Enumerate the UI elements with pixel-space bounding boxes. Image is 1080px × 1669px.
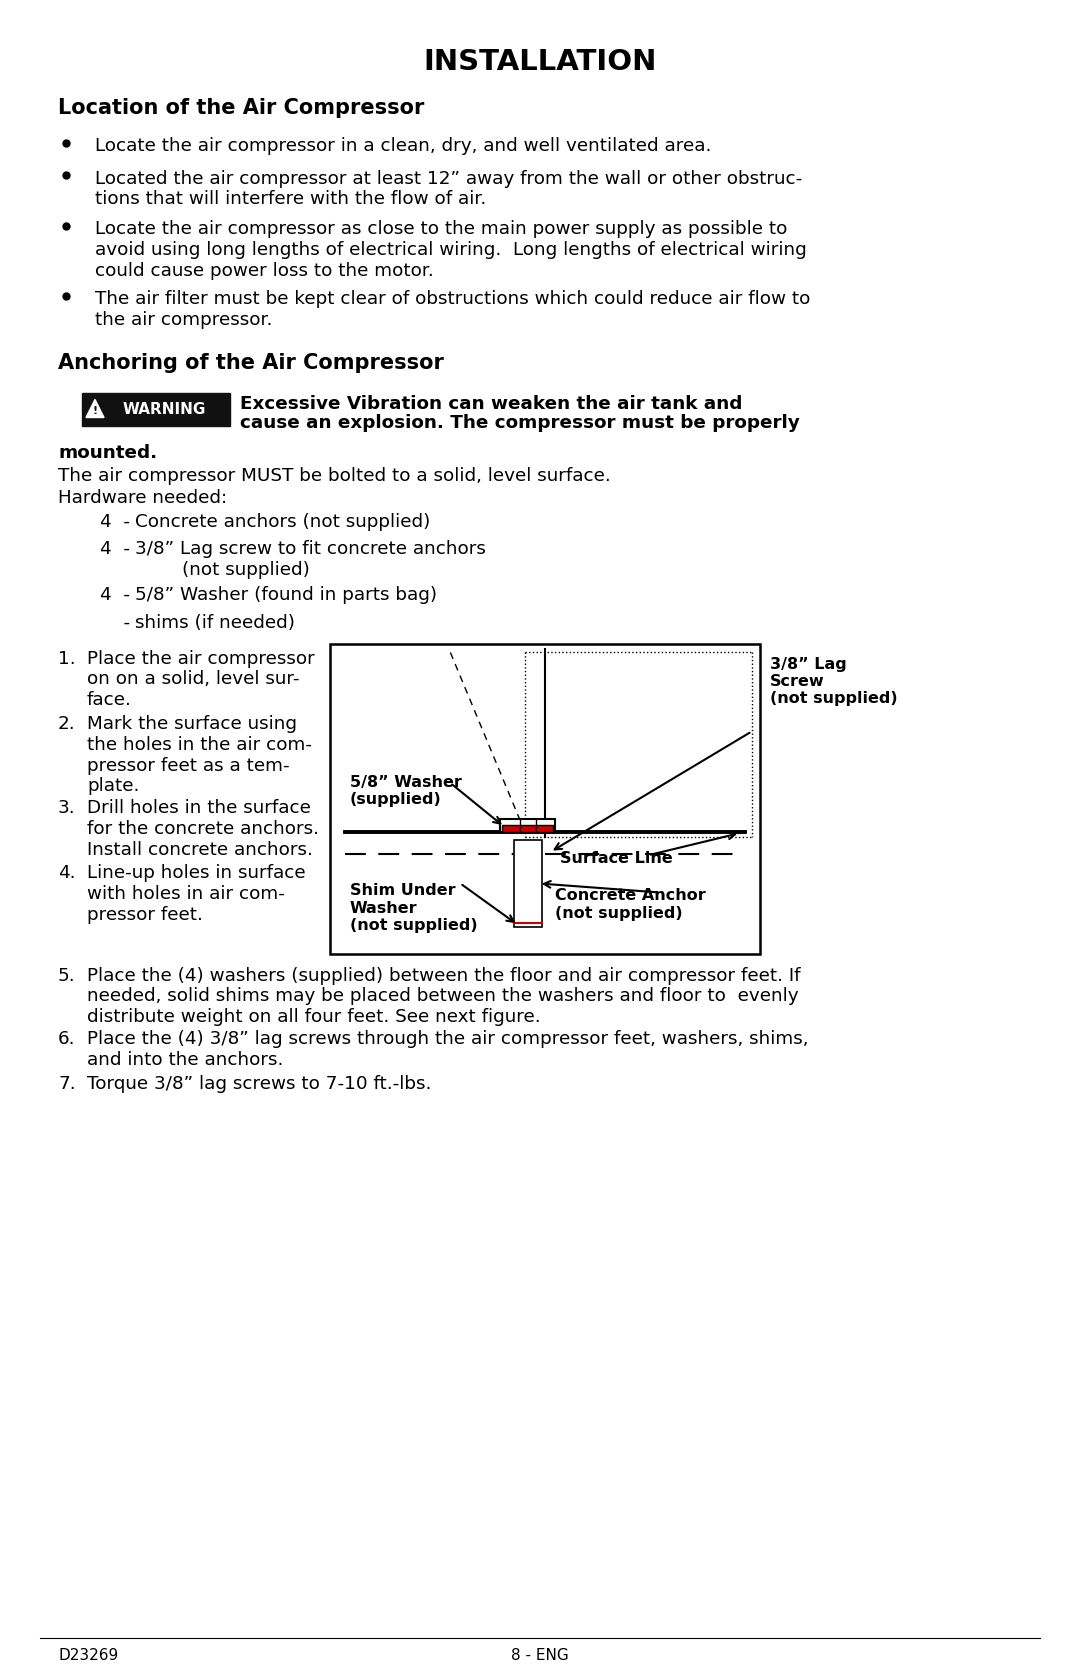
Text: 5/8” Washer
(supplied): 5/8” Washer (supplied) xyxy=(350,774,462,808)
Text: -: - xyxy=(100,614,130,633)
Text: 1.: 1. xyxy=(58,649,76,668)
Text: Hardware needed:: Hardware needed: xyxy=(58,489,227,507)
Polygon shape xyxy=(86,399,104,417)
Bar xyxy=(514,840,542,926)
Text: 5/8” Washer (found in parts bag): 5/8” Washer (found in parts bag) xyxy=(135,586,437,604)
Text: Concrete Anchor
(not supplied): Concrete Anchor (not supplied) xyxy=(555,888,705,921)
Text: WARNING: WARNING xyxy=(122,402,205,417)
Text: 3.: 3. xyxy=(58,799,76,818)
Text: D23269: D23269 xyxy=(58,1647,118,1662)
Text: 4  -: 4 - xyxy=(100,586,130,604)
Text: INSTALLATION: INSTALLATION xyxy=(423,48,657,77)
Text: Surface Line: Surface Line xyxy=(561,851,673,866)
Text: 6.: 6. xyxy=(58,1030,76,1048)
Text: Anchoring of the Air Compressor: Anchoring of the Air Compressor xyxy=(58,354,444,372)
Text: Place the air compressor
on on a solid, level sur-
face.: Place the air compressor on on a solid, … xyxy=(87,649,314,709)
Text: Excessive Vibration can weaken the air tank and: Excessive Vibration can weaken the air t… xyxy=(240,396,742,412)
Text: Concrete anchors (not supplied): Concrete anchors (not supplied) xyxy=(135,512,430,531)
Text: 3/8” Lag
Screw
(not supplied): 3/8” Lag Screw (not supplied) xyxy=(770,656,897,706)
Text: 8 - ENG: 8 - ENG xyxy=(511,1647,569,1662)
Text: 7.: 7. xyxy=(58,1075,76,1093)
Text: mounted.: mounted. xyxy=(58,444,157,462)
Text: 4.: 4. xyxy=(58,865,76,883)
Bar xyxy=(330,644,760,955)
Text: Shim Under
Washer
(not supplied): Shim Under Washer (not supplied) xyxy=(350,883,477,933)
Text: 3/8” Lag screw to fit concrete anchors
        (not supplied): 3/8” Lag screw to fit concrete anchors (… xyxy=(135,541,486,579)
Text: shims (if needed): shims (if needed) xyxy=(135,614,295,633)
Text: 5.: 5. xyxy=(58,966,76,985)
Text: cause an explosion. The compressor must be properly: cause an explosion. The compressor must … xyxy=(240,414,800,432)
Bar xyxy=(502,824,553,833)
Text: Locate the air compressor as close to the main power supply as possible to
avoid: Locate the air compressor as close to th… xyxy=(95,220,807,280)
Text: !: ! xyxy=(93,406,97,416)
Text: Locate the air compressor in a clean, dry, and well ventilated area.: Locate the air compressor in a clean, dr… xyxy=(95,137,712,155)
Bar xyxy=(500,819,555,833)
Text: Place the (4) 3/8” lag screws through the air compressor feet, washers, shims,
a: Place the (4) 3/8” lag screws through th… xyxy=(87,1030,809,1068)
Text: Located the air compressor at least 12” away from the wall or other obstruc-
tio: Located the air compressor at least 12” … xyxy=(95,170,802,209)
Text: The air filter must be kept clear of obstructions which could reduce air flow to: The air filter must be kept clear of obs… xyxy=(95,290,810,329)
Text: The air compressor MUST be bolted to a solid, level surface.: The air compressor MUST be bolted to a s… xyxy=(58,467,611,486)
Text: Mark the surface using
the holes in the air com-
pressor feet as a tem-
plate.: Mark the surface using the holes in the … xyxy=(87,714,312,796)
Text: 2.: 2. xyxy=(58,714,76,733)
Text: Torque 3/8” lag screws to 7-10 ft.-lbs.: Torque 3/8” lag screws to 7-10 ft.-lbs. xyxy=(87,1075,431,1093)
Text: Location of the Air Compressor: Location of the Air Compressor xyxy=(58,98,424,118)
Text: Place the (4) washers (supplied) between the floor and air compressor feet. If
n: Place the (4) washers (supplied) between… xyxy=(87,966,800,1026)
Bar xyxy=(82,392,230,426)
Text: 4  -: 4 - xyxy=(100,541,130,559)
Text: 4  -: 4 - xyxy=(100,512,130,531)
Text: Line-up holes in surface
with holes in air com-
pressor feet.: Line-up holes in surface with holes in a… xyxy=(87,865,306,925)
Text: Drill holes in the surface
for the concrete anchors.
Install concrete anchors.: Drill holes in the surface for the concr… xyxy=(87,799,319,858)
